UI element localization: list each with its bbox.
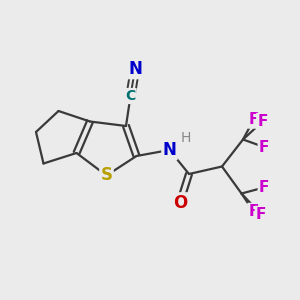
Text: F: F (259, 180, 269, 195)
Text: F: F (248, 112, 259, 128)
Text: F: F (257, 114, 268, 129)
Text: H: H (181, 131, 191, 145)
Text: O: O (173, 194, 187, 211)
Text: F: F (259, 140, 269, 154)
Text: N: N (163, 141, 176, 159)
Text: N: N (128, 60, 142, 78)
Text: S: S (100, 167, 112, 184)
Text: C: C (125, 89, 136, 103)
Text: F: F (248, 204, 259, 219)
Text: F: F (256, 207, 266, 222)
